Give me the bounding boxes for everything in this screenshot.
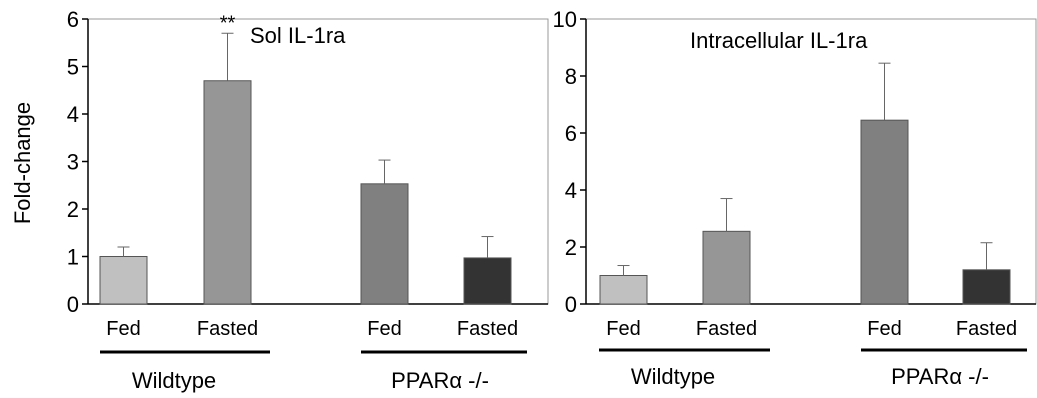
bar xyxy=(702,230,751,305)
group-label: Wildtype xyxy=(132,368,216,393)
y-tick-label: 1 xyxy=(67,245,79,270)
y-tick-label: 5 xyxy=(67,55,79,80)
y-tick-label: 6 xyxy=(565,121,577,146)
group-label: PPARα -/- xyxy=(391,368,489,393)
category-label: Fed xyxy=(367,318,401,340)
bar xyxy=(599,275,648,305)
y-tick-label: 0 xyxy=(565,292,577,317)
y-tick-label: 2 xyxy=(67,197,79,222)
y-tick-label: 2 xyxy=(565,235,577,260)
y-tick-label: 4 xyxy=(565,178,577,203)
y-axis-label: Fold-change xyxy=(10,102,35,224)
y-tick-label: 6 xyxy=(67,7,79,32)
category-label: Fed xyxy=(606,318,640,340)
bar xyxy=(203,80,252,305)
bar xyxy=(360,183,409,305)
y-tick-label: 3 xyxy=(67,150,79,175)
plot-frame xyxy=(585,18,1037,305)
y-tick-label: 8 xyxy=(565,64,577,89)
bar xyxy=(962,269,1011,305)
chart-intracellular-il1ra: 0 2 4 6 8 10 Fed Fasted Fed Fasted Intracellular I… xyxy=(553,7,1037,389)
y-tick-label: 4 xyxy=(67,102,79,127)
y-tick-label: 10 xyxy=(553,7,577,32)
category-label: Fasted xyxy=(457,318,518,340)
bar xyxy=(860,119,909,305)
chart-sol-il1ra: 0 1 2 3 4 5 6 Fed Fasted Fed Fasted ** Sol IL-1ra Wil… xyxy=(67,7,549,393)
chart-title: Sol IL-1ra xyxy=(250,23,346,48)
category-label: Fasted xyxy=(696,318,757,340)
category-label: Fasted xyxy=(956,318,1017,340)
y-tick-label: 0 xyxy=(67,292,79,317)
group-label: Wildtype xyxy=(631,364,715,389)
bar xyxy=(99,256,148,305)
category-label: Fasted xyxy=(197,318,258,340)
group-label: PPARα -/- xyxy=(891,364,989,389)
category-label: Fed xyxy=(106,318,140,340)
chart-title: Intracellular IL-1ra xyxy=(690,28,868,53)
significance-annotation: ** xyxy=(220,12,236,34)
bar xyxy=(463,257,512,305)
category-label: Fed xyxy=(867,318,901,340)
